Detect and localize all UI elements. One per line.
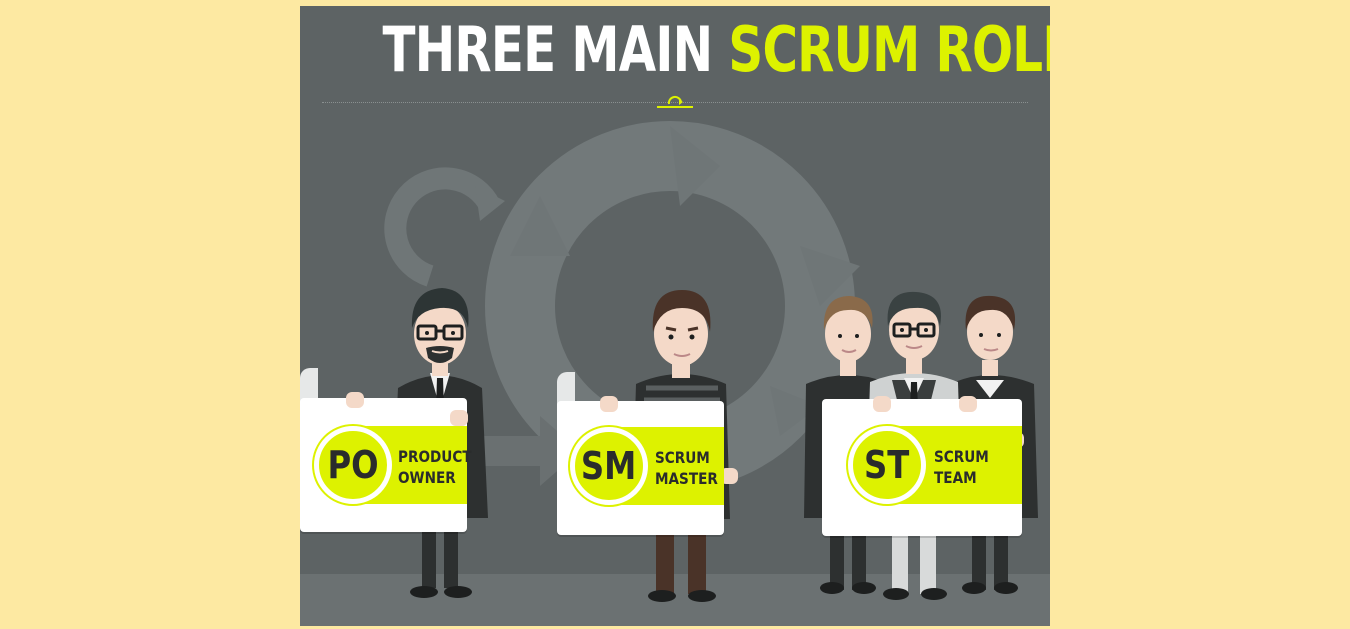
infographic-panel: THREE MAIN SCRUM ROLES PO PRODUCT OWNER — [300, 6, 1050, 626]
product-owner-badge: PO — [314, 426, 392, 504]
scrum-team-label-line2: TEAM — [934, 468, 977, 487]
scrum-master-label-line1: SCRUM — [655, 448, 710, 467]
title-part-white: THREE MAIN — [382, 13, 714, 86]
scrum-team-label: SCRUM TEAM — [934, 446, 989, 488]
title-part-green: SCRUM ROLES — [728, 13, 1050, 86]
scrum-master-label-line2: MASTER — [655, 469, 718, 488]
scrum-master-abbr: SM — [581, 444, 637, 488]
product-owner-hand-left — [346, 392, 364, 408]
scrum-team-abbr: ST — [864, 443, 910, 487]
product-owner-label-line2: OWNER — [398, 468, 456, 487]
scrum-team-badge: ST — [848, 426, 926, 504]
title-divider — [322, 102, 1028, 103]
product-owner-label-line1: PRODUCT — [398, 447, 472, 466]
scrum-team-hand-1 — [873, 396, 891, 412]
scrum-team-label-line1: SCRUM — [934, 447, 989, 466]
product-owner-label: PRODUCT OWNER — [398, 446, 472, 488]
scrum-master-hand-left — [600, 396, 618, 412]
product-owner-abbr: PO — [327, 443, 379, 487]
scrum-master-hand-right — [720, 468, 738, 484]
page-title: THREE MAIN SCRUM ROLES — [382, 10, 1051, 90]
scrum-master-badge: SM — [570, 427, 648, 505]
product-owner-hand-right — [450, 410, 468, 426]
scrum-master-label: SCRUM MASTER — [655, 447, 718, 489]
scrum-cycle-logo-icon — [657, 95, 693, 108]
scrum-team-hand-2 — [959, 396, 977, 412]
